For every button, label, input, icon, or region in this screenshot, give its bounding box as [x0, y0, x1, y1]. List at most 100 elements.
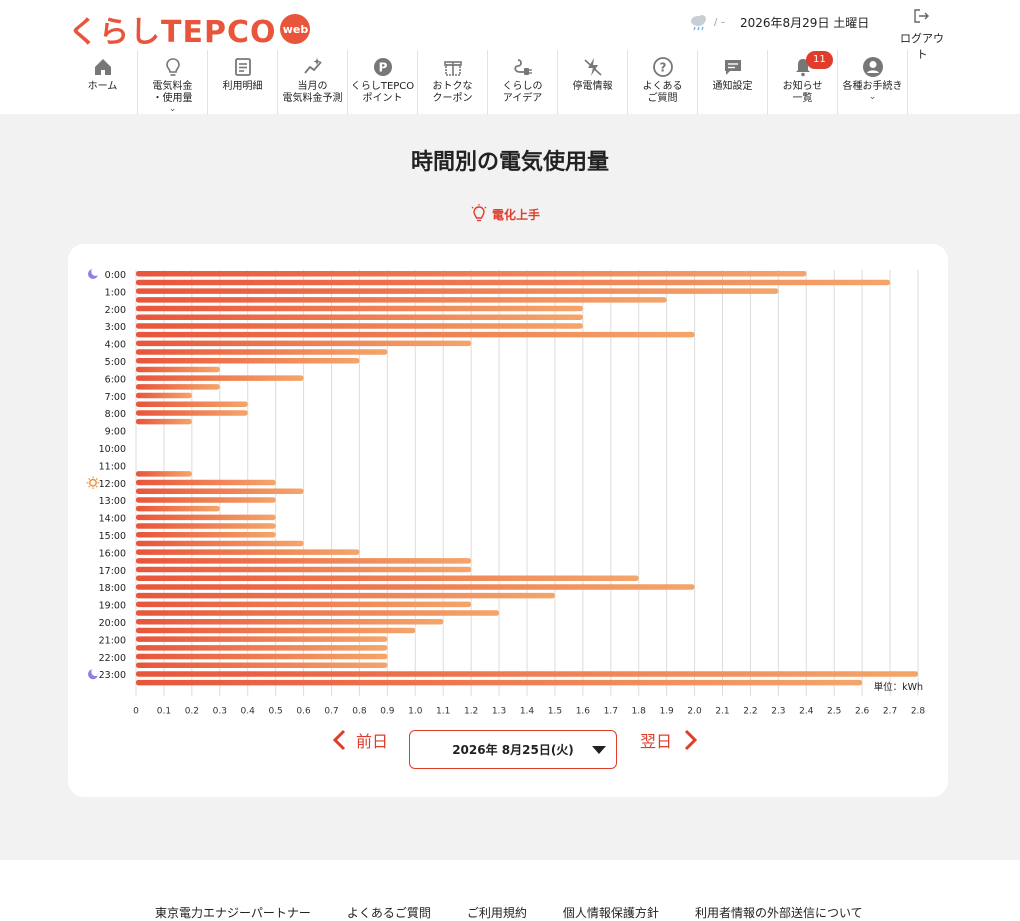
x-tick-label: 2.8	[911, 707, 926, 717]
y-tick-label: 21:00	[99, 635, 126, 646]
nav-item-message[interactable]: 通知設定	[698, 50, 768, 114]
weather-temp: / –	[714, 16, 726, 28]
y-tick-label: 18:00	[99, 583, 126, 594]
usage-bar	[136, 488, 304, 494]
x-tick-label: 0.4	[241, 707, 256, 717]
usage-bar	[136, 340, 472, 347]
y-tick-label: 6:00	[105, 374, 126, 385]
x-tick-label: 1.0	[408, 707, 423, 717]
usage-bar	[136, 540, 304, 547]
nav-item-question[interactable]: ? よくある ご質問	[628, 50, 698, 114]
nav-label: 利用明細	[222, 81, 263, 92]
y-tick-label: 3:00	[105, 322, 126, 333]
x-tick-label: 1.5	[548, 707, 562, 717]
usage-bar	[136, 305, 583, 312]
chart-card: 0 0.1 0.2 0.3 0.4 0.5 0.6 0.7 0.8 0.9 1.0 1.1 1.2 1.3…	[68, 244, 948, 797]
weather: / – 2026年8月29日 土曜日	[688, 12, 869, 32]
nav-item-plug[interactable]: くらしの アイデア	[488, 50, 558, 114]
nav-label: ホーム	[87, 81, 118, 92]
bulb-icon	[471, 204, 487, 222]
usage-bar	[136, 610, 500, 616]
usage-bar	[136, 323, 583, 329]
x-tick-label: 0.5	[268, 707, 282, 717]
previous-day-label: 前日	[356, 732, 389, 751]
x-tick-label: 0.3	[213, 707, 227, 717]
usage-bar	[136, 662, 388, 668]
tip-link[interactable]: 電化上手	[470, 204, 540, 224]
logout-icon	[914, 9, 929, 23]
usage-bar	[136, 558, 472, 564]
plug-icon	[513, 59, 532, 75]
y-tick-label: 14:00	[99, 514, 126, 525]
y-tick-label: 12:00	[99, 479, 126, 490]
cloud-rain-icon	[691, 15, 706, 31]
nav-item-sparkle-chart[interactable]: 当月の 電気料金予測	[278, 50, 348, 114]
y-tick-label: 7:00	[105, 392, 126, 403]
svg-text:P: P	[378, 61, 387, 75]
x-tick-label: 1.8	[632, 707, 647, 717]
y-tick-label: 9:00	[105, 427, 126, 438]
nav-item-account[interactable]: 各種お手続き ⌄	[838, 50, 908, 114]
message-icon	[724, 60, 741, 75]
x-tick-label: 0.9	[380, 707, 395, 717]
next-day-button[interactable]: 翌日	[640, 728, 700, 752]
x-tick-label: 1.3	[492, 707, 506, 717]
usage-bar	[136, 549, 360, 555]
usage-bar	[136, 497, 276, 503]
previous-day-button[interactable]: 前日	[330, 728, 388, 752]
x-tick-label: 2.3	[771, 707, 785, 717]
chevron-down-icon: ⌄	[168, 104, 177, 114]
nav-item-power-outage[interactable]: 停電情報	[558, 50, 628, 114]
logo[interactable]: くらしTEPCO web	[68, 12, 311, 50]
usage-bar	[136, 619, 444, 625]
nav-item-home[interactable]: ホーム	[68, 50, 138, 114]
logout-button[interactable]: ログアウト	[896, 8, 948, 62]
usage-bar	[136, 384, 220, 390]
nav-item-point[interactable]: P くらしTEPCO ポイント	[348, 50, 418, 114]
nav-item-receipt[interactable]: 利用明細	[208, 50, 278, 114]
y-tick-label: 13:00	[99, 496, 126, 507]
usage-bar	[136, 636, 388, 642]
moon-icon	[88, 267, 100, 279]
usage-bar	[136, 410, 248, 416]
logo-web-badge: web	[280, 14, 311, 44]
main-nav: ホーム 電気料金 ・使用量 ⌄ 利用明細 当月の 電気料金予測 P くらしTEPCO ポイン…	[68, 50, 908, 114]
nav-label: くらしTEPCO ポイント	[350, 81, 415, 104]
usage-bar	[136, 349, 388, 355]
x-tick-label: 0.6	[296, 707, 311, 717]
caret-down-icon	[592, 746, 606, 754]
y-tick-label: 16:00	[99, 548, 126, 559]
next-day-label: 翌日	[640, 732, 673, 751]
selected-date: 2026年 8月25日(火)	[452, 743, 574, 757]
y-tick-label: 22:00	[99, 653, 126, 664]
y-tick-label: 0:00	[105, 270, 126, 281]
tip-label: 電化上手	[492, 207, 541, 222]
usage-bar	[136, 479, 276, 486]
sun-icon	[86, 476, 100, 490]
date-select[interactable]: 2026年 8月25日(火)	[409, 730, 617, 769]
moon-icon	[88, 667, 100, 680]
usage-bar	[136, 418, 192, 425]
usage-bar	[136, 471, 192, 477]
nav-item-bell[interactable]: お知らせ 一覧 11	[768, 50, 838, 114]
question-icon: ?	[652, 57, 673, 77]
usage-bar	[136, 592, 555, 599]
nav-item-gift[interactable]: おトクな クーポン	[418, 50, 488, 114]
usage-bar	[136, 401, 248, 407]
usage-bar	[136, 601, 472, 608]
nav-label: 通知設定	[712, 81, 753, 92]
y-tick-label: 17:00	[99, 566, 126, 577]
usage-bar	[136, 505, 220, 512]
x-tick-label: 0.7	[324, 707, 338, 717]
usage-bar	[136, 575, 639, 581]
nav-label: よくある ご質問	[642, 81, 683, 104]
x-tick-label: 2.7	[883, 707, 897, 717]
nav-label: 各種お手続き	[842, 81, 903, 92]
x-tick-label: 1.2	[464, 707, 478, 717]
usage-bar	[136, 331, 695, 338]
x-tick-label: 1.4	[520, 707, 535, 717]
x-tick-label: 2.5	[827, 707, 841, 717]
usage-bar	[136, 366, 220, 373]
logo-text: くらしTEPCO	[68, 15, 277, 50]
nav-item-bulb[interactable]: 電気料金 ・使用量 ⌄	[138, 50, 208, 114]
